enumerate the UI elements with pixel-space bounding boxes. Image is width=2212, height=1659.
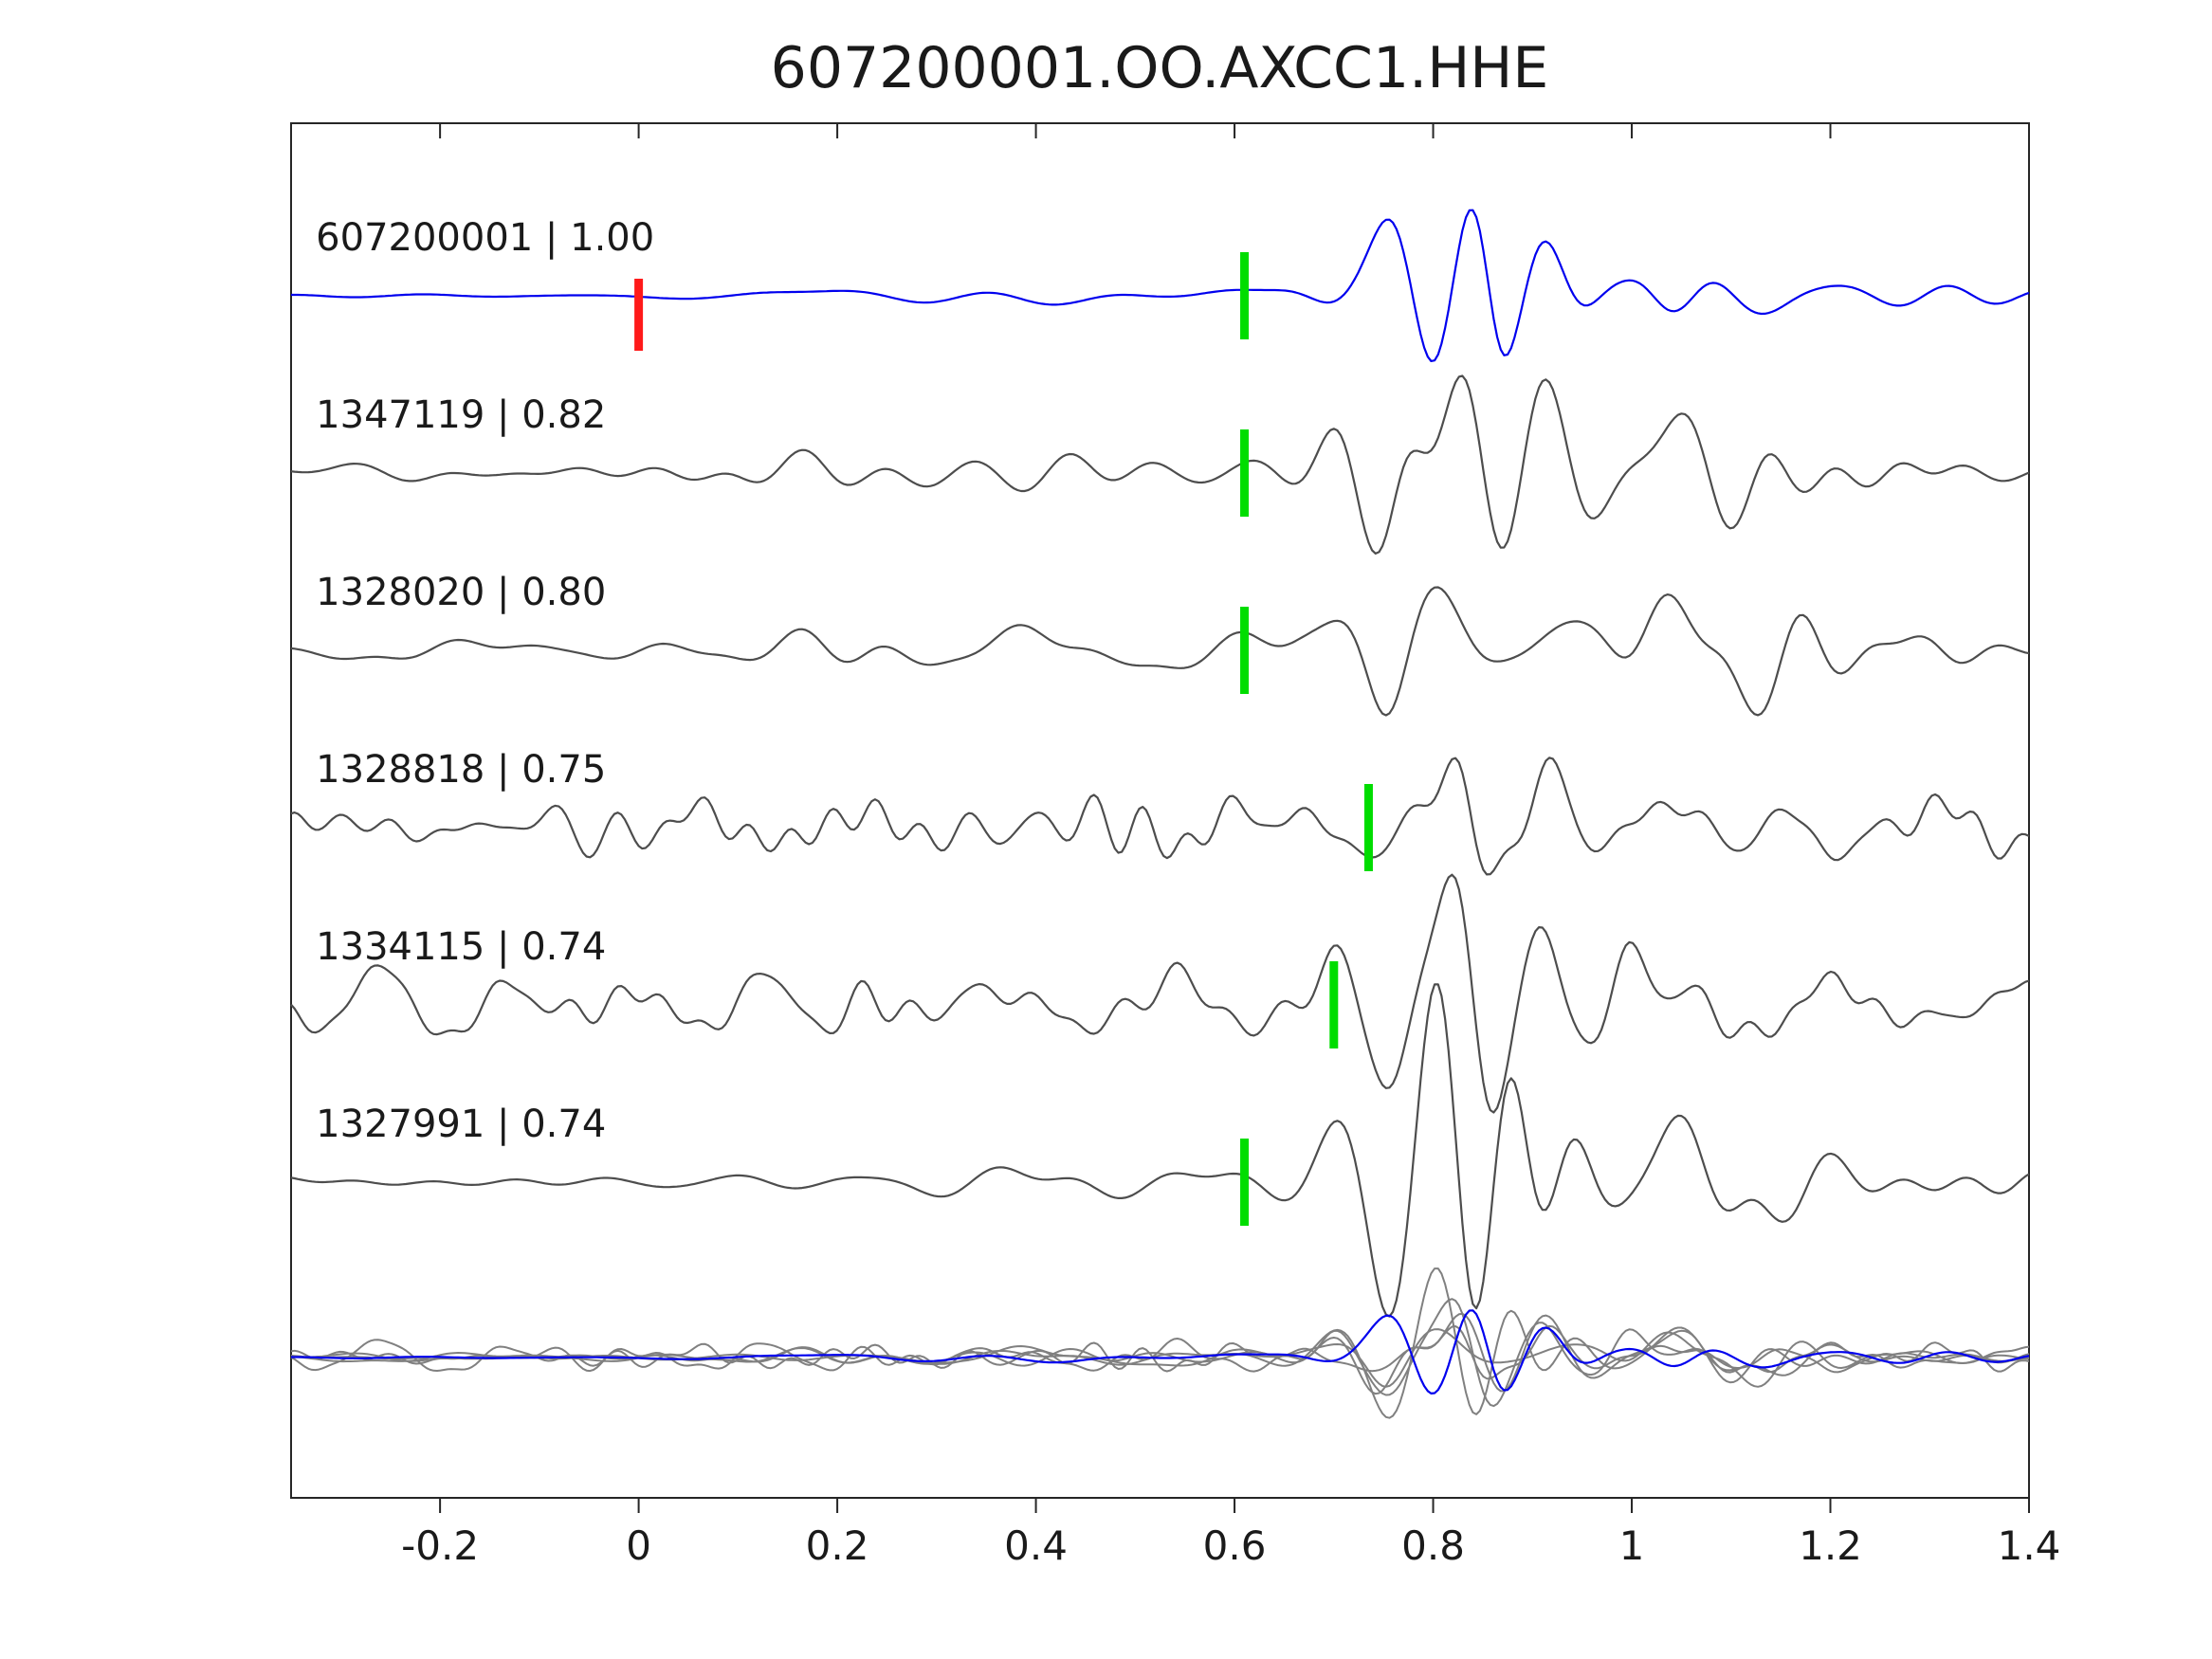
x-tick-label: 0.2 [806, 1522, 869, 1569]
x-tick-label: 1.2 [1799, 1522, 1862, 1569]
waveform-1334115 [290, 873, 2030, 1114]
trace-label-1328818: 1328818 | 0.75 [316, 748, 606, 792]
waveform-1327991 [290, 983, 2030, 1318]
plot-border [290, 122, 2030, 1499]
trace-label-1327991: 1327991 | 0.74 [316, 1103, 606, 1146]
trace-label-1328020: 1328020 | 0.80 [316, 571, 606, 614]
overlay-waveform-template [291, 1309, 2030, 1395]
x-tick-label: 0.6 [1203, 1522, 1267, 1569]
trace-label-1347119: 1347119 | 0.82 [316, 393, 606, 437]
overlay-waveform-1347119 [290, 1312, 2030, 1395]
waveform-1328818 [290, 757, 2030, 876]
x-tick-label: 0.4 [1004, 1522, 1068, 1569]
chart-title: 607200001.OO.AXCC1.HHE [771, 35, 1549, 101]
waveform-1328020 [290, 586, 2030, 717]
trace-label-1334115: 1334115 | 0.74 [316, 925, 606, 969]
waveform-1347119 [290, 374, 2030, 556]
x-tick-label: 0 [626, 1522, 651, 1569]
x-tick-label: 0.8 [1401, 1522, 1465, 1569]
waveform-607200001 [291, 209, 2030, 362]
x-tick-label: 1 [1619, 1522, 1645, 1569]
x-tick-label: 1.4 [1998, 1522, 2061, 1569]
x-tick-label: -0.2 [401, 1522, 479, 1569]
trace-label-607200001: 607200001 | 1.00 [316, 216, 654, 260]
